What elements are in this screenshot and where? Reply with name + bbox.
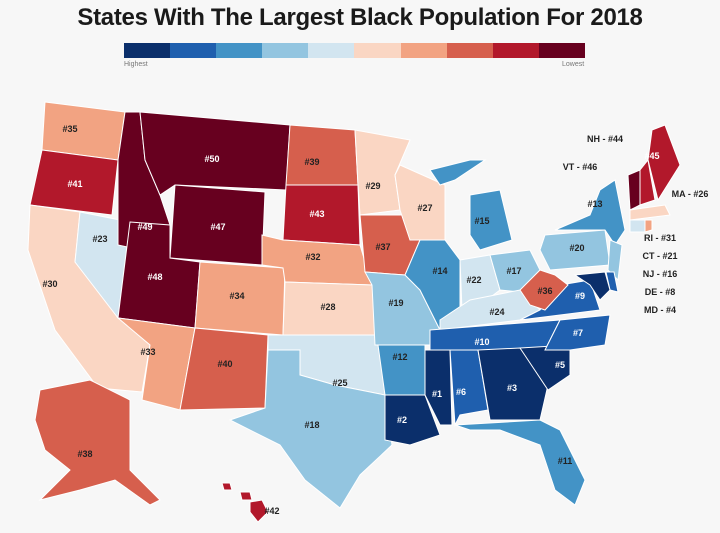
state-wi[interactable]	[394, 164, 446, 241]
state-ms[interactable]	[424, 349, 453, 426]
state-ct[interactable]	[629, 219, 646, 233]
state-nm[interactable]	[179, 327, 269, 411]
state-label-vt: VT - #46	[563, 162, 598, 172]
state-label-nv: #23	[92, 234, 107, 244]
legend-swatch-7	[400, 43, 447, 58]
state-label-al: #6	[456, 387, 466, 397]
state-label-ak: #38	[77, 449, 92, 459]
state-label-co: #34	[229, 291, 244, 301]
legend-swatch-10	[538, 43, 585, 58]
state-label-ia: #37	[375, 242, 390, 252]
legend-swatch-6	[354, 43, 401, 58]
state-label-ut: #48	[147, 272, 162, 282]
state-me[interactable]	[647, 124, 681, 202]
state-label-wi: #27	[417, 203, 432, 213]
state-label-ny: #13	[587, 199, 602, 209]
state-label-ga: #3	[507, 383, 517, 393]
state-label-fl: #11	[558, 456, 573, 466]
state-nd[interactable]	[285, 124, 359, 186]
state-ga[interactable]	[477, 347, 549, 421]
state-label-il: #14	[432, 266, 447, 276]
state-label-ma: MA - #26	[672, 189, 709, 199]
state-hi[interactable]	[239, 491, 253, 501]
state-label-ct: CT - #21	[642, 251, 677, 261]
legend-swatch-3	[216, 43, 263, 58]
state-label-me: #45	[644, 151, 659, 161]
state-or[interactable]	[29, 149, 119, 216]
state-label-mo: #19	[388, 298, 403, 308]
state-va[interactable]	[519, 279, 601, 321]
state-label-id: #49	[137, 222, 152, 232]
state-label-ne: #32	[305, 252, 320, 262]
state-label-tn: #10	[474, 337, 489, 347]
legend-swatch-2	[170, 43, 217, 58]
state-az[interactable]	[116, 317, 196, 411]
state-label-sc: #5	[555, 360, 565, 370]
legend-swatch-9	[492, 43, 539, 58]
state-label-oh: #17	[506, 266, 521, 276]
state-label-mn: #29	[365, 181, 380, 191]
state-md[interactable]	[573, 271, 611, 301]
state-ny[interactable]	[554, 179, 626, 246]
state-hi[interactable]	[249, 499, 269, 523]
state-label-nc: #7	[573, 328, 583, 338]
legend-swatch-8	[446, 43, 493, 58]
map-title: States With The Largest Black Population…	[77, 4, 643, 31]
state-label-tx: #18	[304, 420, 319, 430]
state-label-pa: #20	[569, 243, 584, 253]
legend-swatch-1	[124, 43, 171, 58]
state-pa[interactable]	[539, 229, 611, 271]
state-label-nd: #39	[304, 157, 319, 167]
color-legend	[124, 43, 585, 58]
state-label-ca: #30	[42, 279, 57, 289]
state-label-ks: #28	[320, 302, 335, 312]
state-label-md: MD - #4	[644, 305, 676, 315]
state-label-hi: #42	[264, 506, 279, 516]
state-label-mi: #15	[474, 216, 489, 226]
legend-low-label: Lowest	[562, 61, 585, 68]
state-la[interactable]	[384, 394, 441, 446]
state-label-wa: #35	[62, 124, 77, 134]
state-vt[interactable]	[627, 169, 641, 211]
state-fl[interactable]	[454, 419, 586, 506]
state-hi[interactable]	[221, 482, 233, 491]
state-label-ok: #25	[332, 378, 347, 388]
state-wv[interactable]	[519, 269, 569, 311]
state-label-nm: #40	[217, 359, 232, 369]
legend-high-label: Highest	[124, 61, 148, 68]
state-ri[interactable]	[644, 219, 653, 233]
state-label-sd: #43	[309, 209, 324, 219]
state-label-de: DE - #8	[645, 287, 676, 297]
state-label-nh: NH - #44	[587, 134, 623, 144]
legend-swatch-4	[262, 43, 309, 58]
state-label-ky: #24	[489, 307, 504, 317]
state-label-wy: #47	[210, 222, 225, 232]
state-al[interactable]	[449, 349, 489, 427]
state-label-wv: #36	[537, 286, 552, 296]
state-label-va: #9	[575, 291, 585, 301]
state-label-ar: #12	[392, 352, 407, 362]
state-label-mt: #50	[204, 154, 219, 164]
state-tx[interactable]	[228, 349, 393, 509]
state-ma[interactable]	[629, 204, 671, 221]
state-label-az: #33	[140, 347, 155, 357]
state-label-or: #41	[67, 179, 82, 189]
state-label-ms: #1	[432, 389, 442, 399]
state-label-la: #2	[397, 415, 407, 425]
state-mi[interactable]	[469, 189, 513, 251]
state-mi[interactable]	[429, 159, 487, 186]
state-ak[interactable]	[34, 379, 161, 506]
state-nj[interactable]	[607, 239, 623, 282]
legend-swatch-5	[308, 43, 355, 58]
state-nc[interactable]	[544, 314, 611, 351]
state-label-ri: RI - #31	[644, 233, 676, 243]
state-label-nj: NJ - #16	[643, 269, 678, 279]
state-label-in: #22	[466, 275, 481, 285]
